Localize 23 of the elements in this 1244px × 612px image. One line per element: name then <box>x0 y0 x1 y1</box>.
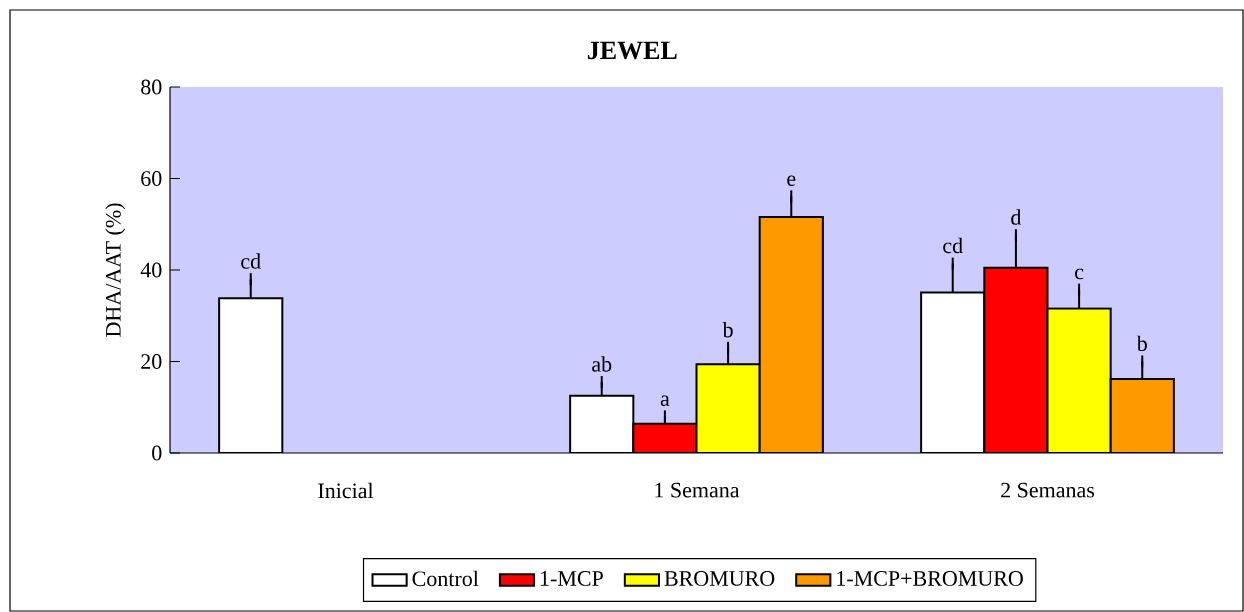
annotation: b <box>722 321 733 338</box>
y-tick-label: 0 <box>152 445 162 461</box>
annotation: b <box>1136 335 1147 352</box>
legend-label: BROMURO <box>664 571 775 586</box>
legend-label: Control <box>412 570 479 587</box>
annotation: e <box>787 175 796 186</box>
x-tick-label: 1 Semana <box>655 482 740 498</box>
y-tick-label: 60 <box>141 171 162 186</box>
legend-label: 1-MCP+BROMURO <box>837 571 1023 586</box>
x-tick-label: 2 Semanas <box>1001 482 1095 498</box>
y-tick-label: 40 <box>140 262 162 278</box>
annotation: ab <box>592 356 612 372</box>
chart-title: JEWEL <box>587 41 677 60</box>
y-tick-label: 80 <box>141 79 162 95</box>
annotation: cd <box>943 237 963 254</box>
legend-label: 1-MCP <box>540 571 603 586</box>
annotation: a <box>660 395 670 407</box>
y-tick-label: 20 <box>141 354 162 369</box>
annotation: cd <box>241 253 261 269</box>
annotation: d <box>1011 209 1022 225</box>
y-axis-title: DHA/AAT (%) <box>105 203 126 337</box>
annotation: c <box>1075 268 1084 280</box>
x-tick-label: Inicial <box>318 482 374 499</box>
